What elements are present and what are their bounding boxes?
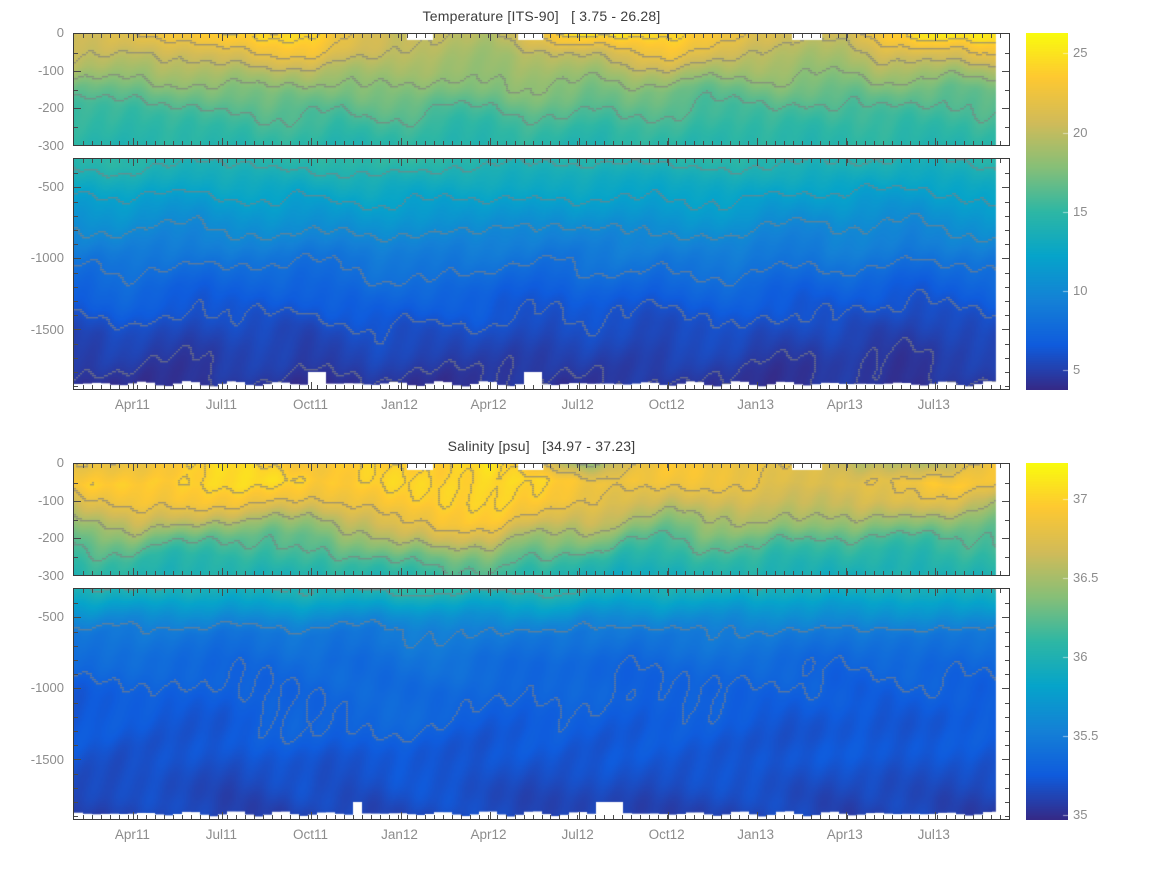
y-tick-label: -100: [37, 492, 64, 508]
y-tick-label: -500: [37, 608, 64, 624]
x-tick-label: Apr12: [470, 397, 507, 412]
y-tick-label: -1000: [30, 680, 64, 696]
x-tick-label: Jul11: [205, 827, 238, 842]
salinity-lower-heatmap: [74, 589, 1009, 819]
y-tick-label: -1000: [30, 250, 64, 266]
temperature-figure: Temperature [ITS-90] [ 3.75 - 26.28] 0 -1…: [0, 0, 1167, 437]
salinity-title: Salinity [psu] [34.97 - 37.23]: [447, 438, 636, 454]
temperature-upper-heatmap: [74, 34, 1009, 145]
y-tick-label: -200: [37, 530, 64, 546]
temperature-title: Temperature [ITS-90] [ 3.75 - 26.28]: [422, 8, 661, 24]
colorbar-tick-label: 5: [1073, 362, 1081, 378]
x-tick-label: Jul12: [561, 397, 594, 412]
salinity-lower-panel: [73, 588, 1010, 820]
y-tick-label: -1500: [30, 321, 64, 337]
temperature-lower-heatmap: [74, 159, 1009, 389]
colorbar-tick-label: 35: [1073, 807, 1088, 823]
salinity-colorbar-gradient: [1026, 463, 1068, 820]
x-tick-label: Jul13: [917, 827, 950, 842]
temperature-colorbar-gradient: [1026, 33, 1068, 390]
temperature-colorbar: [1026, 33, 1068, 390]
y-tick-label: -500: [37, 178, 64, 194]
y-tick-label: -100: [37, 62, 64, 78]
x-tick-label: Oct11: [292, 397, 328, 412]
x-tick-label: Jan12: [381, 827, 418, 842]
colorbar-tick-label: 10: [1073, 282, 1088, 298]
x-tick-label: Jan13: [737, 827, 775, 842]
x-tick-label: Apr11: [114, 397, 150, 412]
y-tick-label: -300: [37, 568, 64, 583]
x-tick-label: Apr11: [114, 827, 150, 842]
temperature-lower-panel: [73, 158, 1010, 390]
y-tick-label: -300: [37, 138, 64, 153]
y-tick-label: 0: [56, 25, 64, 40]
x-tick-label: Oct11: [292, 827, 328, 842]
y-tick-label: -200: [37, 100, 64, 116]
y-tick-label: -1500: [30, 751, 64, 767]
salinity-upper-heatmap: [74, 464, 1009, 575]
x-tick-label: Oct12: [648, 827, 685, 842]
salinity-figure: Salinity [psu] [34.97 - 37.23] 0 -100 -200…: [0, 430, 1167, 867]
x-tick-label: Oct12: [648, 397, 685, 412]
colorbar-tick-label: 36: [1073, 649, 1088, 665]
x-tick-label: Jul12: [561, 827, 594, 842]
x-tick-label: Jan13: [737, 397, 775, 412]
colorbar-tick-label: 25: [1073, 45, 1088, 61]
temperature-upper-panel: [73, 33, 1010, 146]
x-tick-label: Apr13: [826, 827, 863, 842]
colorbar-tick-label: 15: [1073, 203, 1088, 219]
x-tick-label: Jan12: [381, 397, 418, 412]
x-tick-label: Jul13: [917, 397, 950, 412]
x-tick-label: Jul11: [205, 397, 238, 412]
salinity-colorbar: [1026, 463, 1068, 820]
x-tick-label: Apr12: [470, 827, 507, 842]
salinity-upper-panel: [73, 463, 1010, 576]
colorbar-tick-label: 35.5: [1073, 728, 1099, 744]
colorbar-tick-label: 37: [1073, 491, 1088, 507]
colorbar-tick-label: 36.5: [1073, 570, 1099, 586]
y-tick-label: 0: [56, 455, 64, 470]
x-tick-label: Apr13: [826, 397, 863, 412]
colorbar-tick-label: 20: [1073, 124, 1088, 140]
